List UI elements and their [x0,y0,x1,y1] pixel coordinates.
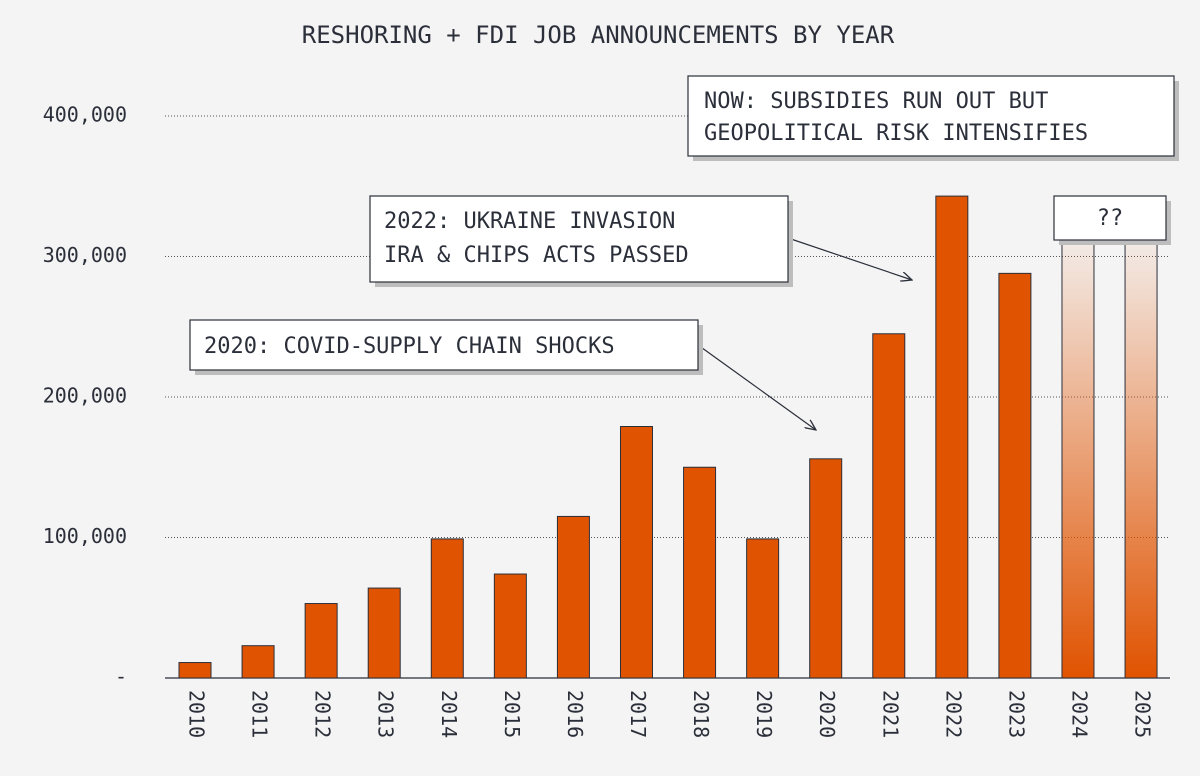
annotation-text: IRA & CHIPS ACTS PASSED [384,243,689,268]
bar [683,466,717,679]
chart-title: RESHORING + FDI JOB ANNOUNCEMENTS BY YEA… [302,21,895,49]
annotation-text: ?? [1097,206,1124,231]
bar [241,645,275,679]
bar [367,587,401,679]
x-tick-label: 2017 [626,690,650,738]
bar [430,538,464,679]
bar [998,272,1032,679]
bar [619,426,653,679]
x-tick-label: 2011 [248,690,272,738]
x-tick-label: 2018 [689,690,713,738]
annotation-text: 2020: COVID-SUPPLY CHAIN SHOCKS [204,334,615,359]
x-tick-label: 2020 [815,690,839,738]
y-tick-label: 400,000 [43,103,127,127]
x-tick-label: 2019 [752,690,776,738]
x-tick-label: 2010 [185,690,209,738]
x-tick-label: 2013 [374,690,398,738]
x-tick-label: 2022 [941,690,965,738]
x-tick-label: 2015 [500,690,524,738]
y-tick-label: 300,000 [43,243,127,267]
x-tick-label: 2025 [1131,690,1155,738]
x-tick-label: 2014 [437,690,461,738]
annotation-text: NOW: SUBSIDIES RUN OUT BUT [704,89,1048,114]
bar [556,515,590,679]
bar [746,538,780,679]
bar [872,333,906,679]
annotation-arrow [787,237,912,280]
x-tick-label: 2021 [878,690,902,738]
x-tick-label: 2016 [563,690,587,738]
y-tick-label: 200,000 [43,384,127,408]
x-tick-label: 2012 [311,690,335,738]
annotation-box [687,75,1175,157]
bar [493,573,527,679]
bar [178,662,212,679]
x-tick-label: 2024 [1067,690,1091,738]
placeholder-bar [1061,239,1095,679]
annotation-text: GEOPOLITICAL RISK INTENSIFIES [704,121,1088,146]
annotation-box [189,319,699,371]
y-tick-label: - [115,665,127,689]
x-tick-label: 2023 [1004,690,1028,738]
bar [809,458,843,679]
y-tick-label: 100,000 [43,524,127,548]
placeholder-bar [1124,239,1158,679]
annotation-text: 2022: UKRAINE INVASION [384,209,675,234]
bar [304,603,338,679]
annotation-box [1053,195,1167,241]
annotation-box [369,195,789,283]
bar [935,195,969,679]
annotation-arrow [697,344,816,430]
